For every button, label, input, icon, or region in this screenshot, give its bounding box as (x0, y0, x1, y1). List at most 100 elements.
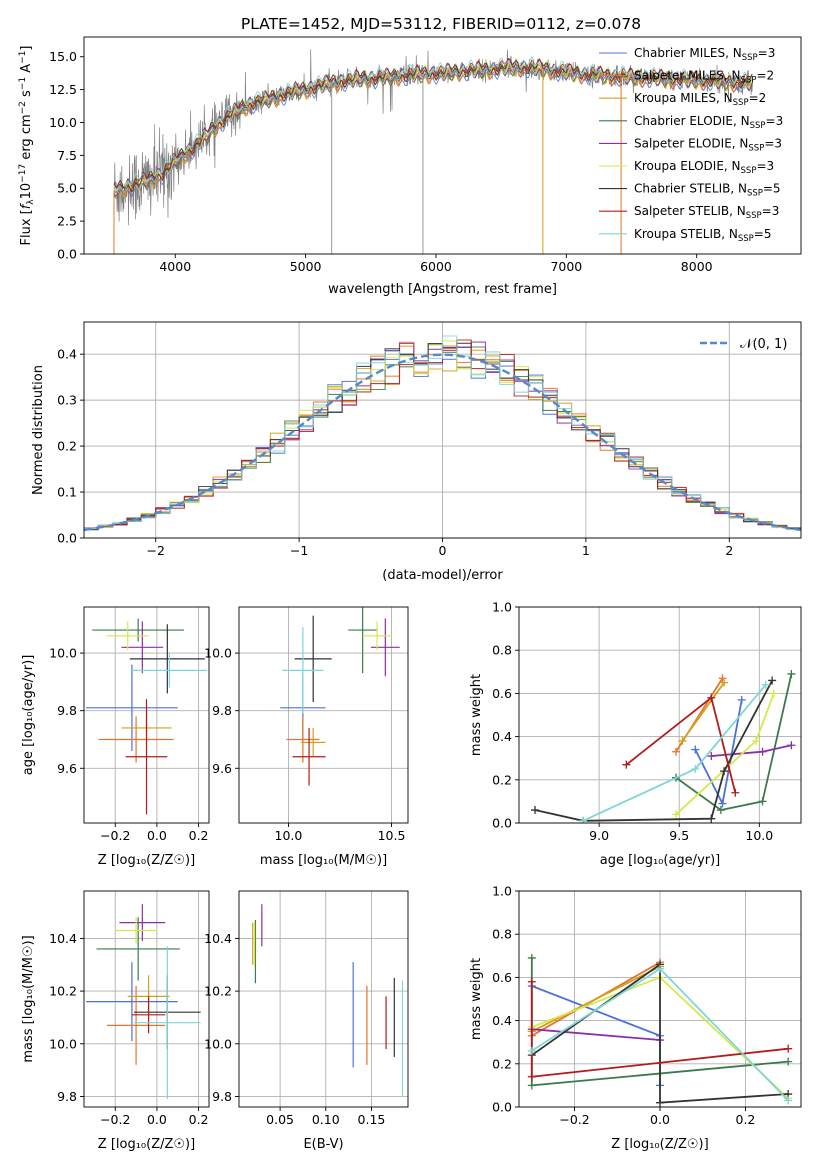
plot-area-weight_vs_Z (527, 953, 793, 1107)
weight-line-8 (582, 684, 767, 822)
frame-mass_vs_ebv (238, 890, 409, 1108)
panel-spectrum: 4000 5000 6000 7000 8000 0.0 2.5 5.0 7.5 10.0 12.5… (18, 36, 802, 297)
weight-marker (737, 695, 746, 704)
x-tick-label: 0.2 (189, 1112, 209, 1127)
y-tick-label: 0.8 (492, 927, 512, 942)
weight-marker (527, 953, 536, 962)
weight-marker (656, 1098, 664, 1107)
weight-marker (758, 797, 767, 806)
legend-label: Kroupa STELIB, NSSP=5 (634, 227, 772, 244)
x-tick-label: 0 (439, 543, 447, 558)
frame-age_vs_mass (238, 606, 409, 824)
grid-mass_vs_Z (84, 891, 209, 1107)
model-spectrum-line-8 (113, 56, 753, 193)
panel-residuals: −2 −1 0 1 2 0.0 0.1 0.2 0.3 0.4 (data-model)/error… (31, 321, 802, 583)
x-tick-label: −0.2 (559, 1112, 589, 1127)
y-tick-label: 12.5 (49, 82, 77, 97)
weight-marker (720, 767, 729, 776)
x-tick-label: −1 (290, 543, 308, 558)
panel-mass_vs_Z: −0.2 0.0 0.2 9.8 10.0 10.2 10.4 Z [log₁₀(Z/Z☉)]… (21, 890, 210, 1152)
x-tick-label: 0.15 (358, 1112, 386, 1127)
weight-marker (678, 736, 687, 745)
weight-marker (716, 806, 725, 815)
legend-label: Chabrier MILES, NSSP=3 (634, 46, 775, 63)
x-axis-label: (data-model)/error (382, 568, 503, 583)
legend-label: Chabrier STELIB, NSSP=5 (634, 182, 781, 199)
frame-age_vs_Z (83, 606, 210, 824)
weight-marker (527, 1072, 536, 1081)
y-tick-label: 9.8 (212, 1089, 232, 1104)
axes-age_vs_Z: −0.2 0.0 0.2 9.6 9.8 10.0 Z [log₁₀(Z/Z☉)] age [… (21, 606, 210, 868)
weight-line-2 (681, 682, 725, 742)
plot-area-weight_vs_age (531, 669, 796, 823)
residual-histogram-8 (84, 335, 801, 530)
y-axis-label: Flux [fλ10−17 erg cm−2 s−1 A−1] (18, 46, 36, 246)
y-tick-label: 0.0 (57, 247, 77, 262)
x-axis-label: E(B-V) (303, 1137, 343, 1152)
y-tick-label: 10.0 (49, 646, 77, 661)
panel-mass_vs_ebv: 0.05 0.10 0.15 9.8 10.0 10.2 10.4 E(B-V) (204, 890, 409, 1152)
weight-marker (707, 693, 716, 702)
panel-weight_vs_Z: −0.2 0.0 0.2 0.0 0.2 0.4 0.6 0.8 1.0 Z [log₁₀(Z/Z… (469, 884, 802, 1152)
x-tick-label: 0.0 (147, 1112, 167, 1127)
x-tick-label: 10.5 (378, 828, 406, 843)
panel-weight_vs_age: 9.0 9.5 10.0 0.0 0.2 0.4 0.6 0.8 1.0 age [log₁₀(a… (469, 600, 802, 868)
weight-marker (656, 964, 664, 973)
weight-marker (758, 747, 767, 756)
y-tick-label: 7.5 (57, 148, 77, 163)
y-tick-label: 10.0 (204, 646, 232, 661)
y-tick-label: 0.0 (492, 1100, 512, 1115)
x-tick-label: 9.0 (589, 828, 609, 843)
weight-marker (691, 745, 700, 754)
y-tick-label: 0.4 (57, 347, 77, 362)
y-tick-label: 10.0 (49, 115, 77, 130)
y-tick-label: 9.6 (212, 761, 232, 776)
weight-marker (784, 1044, 793, 1053)
weight-marker (672, 810, 681, 819)
x-tick-label: −2 (146, 543, 164, 558)
y-tick-label: 0.0 (57, 531, 77, 546)
weight-marker (769, 689, 778, 698)
x-tick-label: 10.0 (275, 828, 303, 843)
plot-area-mass_vs_Z (86, 904, 201, 1100)
x-tick-label: 0.05 (266, 1112, 294, 1127)
weight-marker (718, 799, 727, 808)
y-tick-label: 5.0 (57, 181, 77, 196)
y-tick-label: 10.4 (49, 931, 77, 946)
x-tick-label: 2 (725, 543, 733, 558)
y-tick-label: 10.2 (49, 984, 77, 999)
weight-marker (707, 814, 716, 823)
y-axis-label: mass weight (469, 674, 484, 756)
weight-marker (527, 1081, 536, 1090)
y-tick-label: 0.6 (492, 970, 512, 985)
weight-marker (731, 788, 740, 797)
x-tick-label: 0.2 (736, 1112, 756, 1127)
weight-marker (784, 1057, 793, 1066)
weight-marker (527, 1046, 536, 1055)
x-tick-label: −0.2 (100, 1112, 130, 1127)
x-tick-label: 1 (582, 543, 590, 558)
x-axis-label: Z [log₁₀(Z/Z☉)] (611, 1137, 708, 1152)
model-spectrum-line-7 (113, 57, 753, 193)
y-axis-label: age [log₁₀(age/yr)] (21, 655, 36, 776)
legend-label: Chabrier ELODIE, NSSP=3 (634, 114, 783, 131)
legend-label: 𝒩(0, 1) (740, 337, 787, 352)
y-tick-label: 10.2 (204, 984, 232, 999)
x-tick-label: 0.2 (189, 828, 209, 843)
axes-residuals: −2 −1 0 1 2 0.0 0.1 0.2 0.3 0.4 (data-model)/error… (31, 321, 802, 583)
y-axis-label: mass weight (469, 958, 484, 1040)
x-tick-label: 0.0 (650, 1112, 670, 1127)
x-tick-label: 7000 (550, 259, 582, 274)
weight-marker (672, 747, 681, 756)
figure-title: PLATE=1452, MJD=53112, FIBERID=0112, z=0… (241, 15, 641, 33)
axes-weight_vs_Z: −0.2 0.0 0.2 0.0 0.2 0.4 0.6 0.8 1.0 Z [log₁₀(Z/Z… (469, 884, 802, 1152)
grid-weight_vs_age (519, 606, 801, 824)
weight-marker (531, 806, 540, 815)
y-tick-label: 0.4 (492, 1013, 512, 1028)
plot-area-mass_vs_ebv (252, 904, 404, 1097)
weight-marker (527, 977, 536, 986)
x-tick-label: 9.5 (669, 828, 689, 843)
x-tick-label: 10.0 (745, 828, 773, 843)
legend-residuals: 𝒩(0, 1) (700, 337, 787, 352)
weight-line-2 (531, 965, 661, 1033)
